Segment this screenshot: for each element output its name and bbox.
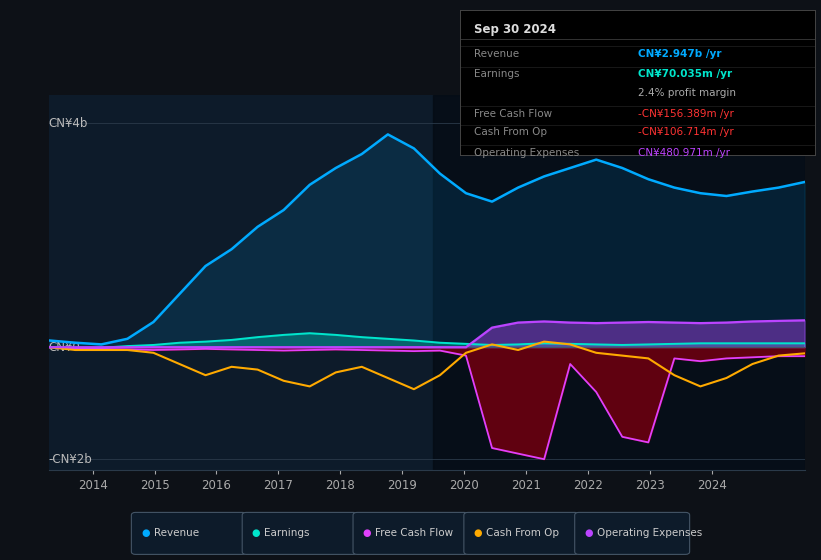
- Text: -CN¥2b: -CN¥2b: [48, 452, 92, 466]
- Text: ●: ●: [363, 528, 371, 538]
- Text: CN¥480.971m /yr: CN¥480.971m /yr: [637, 148, 730, 158]
- Text: Operating Expenses: Operating Expenses: [475, 148, 580, 158]
- Text: Sep 30 2024: Sep 30 2024: [475, 23, 556, 36]
- Text: CN¥4b: CN¥4b: [48, 116, 88, 130]
- Text: -CN¥106.714m /yr: -CN¥106.714m /yr: [637, 128, 733, 137]
- Text: -CN¥156.389m /yr: -CN¥156.389m /yr: [637, 109, 733, 119]
- Text: Cash From Op: Cash From Op: [475, 128, 548, 137]
- Text: Free Cash Flow: Free Cash Flow: [475, 109, 553, 119]
- Text: 2.4% profit margin: 2.4% profit margin: [637, 88, 736, 99]
- Text: CN¥0: CN¥0: [48, 340, 80, 354]
- Text: Earnings: Earnings: [264, 528, 310, 538]
- Text: ●: ●: [252, 528, 260, 538]
- Text: ●: ●: [141, 528, 149, 538]
- Text: Revenue: Revenue: [154, 528, 199, 538]
- Text: Free Cash Flow: Free Cash Flow: [375, 528, 453, 538]
- Text: Cash From Op: Cash From Op: [486, 528, 559, 538]
- Text: ●: ●: [585, 528, 593, 538]
- Bar: [433, 95, 805, 470]
- Text: CN¥70.035m /yr: CN¥70.035m /yr: [637, 69, 732, 80]
- Text: ●: ●: [474, 528, 482, 538]
- Text: Operating Expenses: Operating Expenses: [597, 528, 702, 538]
- Text: Earnings: Earnings: [475, 69, 520, 80]
- Text: CN¥2.947b /yr: CN¥2.947b /yr: [637, 49, 721, 59]
- Text: Revenue: Revenue: [475, 49, 520, 59]
